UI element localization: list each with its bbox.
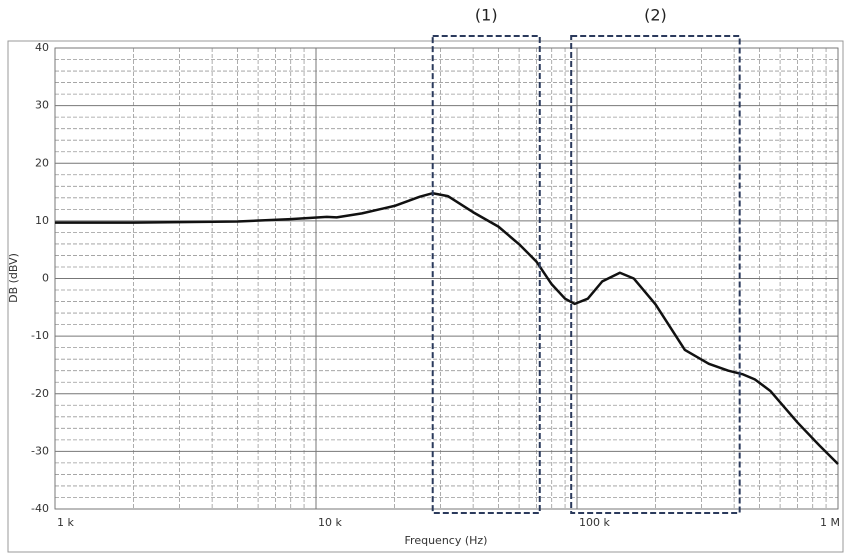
x-tick-label: 1 M [820, 516, 840, 529]
y-tick-label: 40 [35, 41, 49, 54]
y-tick-label: -30 [31, 444, 49, 457]
y-tick-label: 10 [35, 214, 49, 227]
x-tick-label: 100 k [579, 516, 610, 529]
x-tick-label: 1 k [57, 516, 74, 529]
y-axis-label: DB (dBV) [7, 253, 20, 303]
annotation-label: (1) [475, 6, 498, 25]
annotation-label: (2) [644, 6, 667, 25]
y-tick-label: 0 [42, 272, 49, 285]
annotation-box [570, 35, 741, 514]
annotation-box [431, 35, 541, 514]
y-tick-label: -40 [31, 502, 49, 515]
y-tick-label: -10 [31, 329, 49, 342]
y-tick-label: 20 [35, 156, 49, 169]
y-tick-label: 30 [35, 99, 49, 112]
x-axis-label: Frequency (Hz) [405, 534, 488, 547]
y-tick-label: -20 [31, 387, 49, 400]
x-tick-label: 10 k [318, 516, 342, 529]
frame [7, 40, 844, 553]
